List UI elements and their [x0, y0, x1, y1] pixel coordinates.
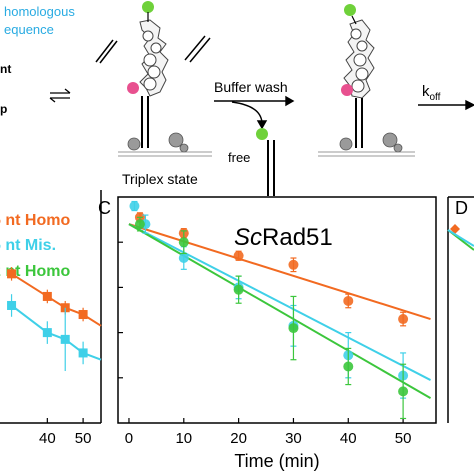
- surface-brush-icon: [118, 151, 212, 157]
- left-data-point-1: [7, 269, 17, 279]
- koff-label: koff: [422, 83, 441, 103]
- x-tick-label: 40: [340, 430, 357, 447]
- panel-d-marker-orange: [450, 224, 460, 234]
- green-fluorophore-icon-2: [344, 4, 356, 16]
- green-linker-2: [351, 15, 357, 25]
- data-point-series-3: [398, 386, 409, 397]
- panel-d: D: [447, 196, 474, 423]
- fit-line-series-3: [128, 223, 432, 400]
- free-fluorophore-icon: [256, 128, 268, 140]
- x-tick-label: 20: [230, 430, 247, 447]
- free-label: free: [228, 150, 250, 165]
- legend-marker-p: p: [0, 102, 7, 116]
- left-data-point-2: [42, 328, 52, 338]
- equilibrium-arrow-icon: [49, 88, 71, 103]
- legend-marker-nt: nt: [0, 62, 11, 76]
- surface-anchor-icon: [127, 132, 189, 153]
- x-tick-label: 0: [125, 430, 133, 447]
- panel-c-marks: [129, 200, 409, 420]
- data-point-series-2: [129, 201, 140, 212]
- left-panel-marks: [7, 267, 102, 372]
- panel-c-xlabel: Time (min): [234, 451, 319, 471]
- legend-sequence-label: equence: [4, 22, 54, 37]
- left-x-tick-label: 50: [75, 430, 92, 447]
- duplex-tether-icon-2: [355, 98, 363, 148]
- x-tick-label: 50: [395, 430, 412, 447]
- panel-d-fit-cyan: [447, 229, 474, 247]
- panel-c-ticks: 0 10 20 30 40 50: [118, 241, 412, 447]
- panel-c-title-italic: Sc: [234, 224, 262, 251]
- schematic: homologous equence nt p: [0, 1, 474, 196]
- nucleoprotein-filament-icon: [139, 19, 169, 97]
- left-data-point-2: [7, 300, 17, 310]
- fit-line-series-1: [128, 223, 431, 320]
- buffer-wash-label: Buffer wash: [214, 79, 288, 95]
- left-panel-ticks: 40 50: [39, 418, 91, 447]
- data-point-series-3: [134, 219, 145, 230]
- x-tick-label: 10: [175, 430, 192, 447]
- data-point-series-1: [233, 250, 244, 261]
- data-point-series-3: [233, 284, 244, 295]
- x-tick-label: 30: [285, 430, 302, 447]
- data-point-series-3: [343, 361, 354, 372]
- left-legend-1: 5 nt Homo: [0, 212, 70, 229]
- left-data-point-2: [78, 348, 88, 358]
- data-point-series-3: [178, 237, 189, 248]
- nucleoprotein-filament-icon-2: [343, 19, 375, 99]
- duplex-tether-icon: [141, 96, 149, 148]
- panel-c-fit-lines: [128, 223, 432, 400]
- panel-d-letter: D: [455, 198, 468, 218]
- green-fluorophore-icon: [142, 1, 154, 13]
- left-data-point-1: [42, 291, 52, 301]
- koff-base: k: [422, 83, 430, 100]
- left-legend-2: 5 nt Mis.: [0, 237, 56, 254]
- fit-line-series-2: [128, 223, 431, 381]
- triplex-state-label: Triplex state: [122, 171, 198, 187]
- pink-fluorophore-icon: [127, 82, 139, 94]
- left-panel-axes: [0, 190, 102, 424]
- surface-anchor-icon-2: [339, 132, 403, 153]
- legend-homologous-label: homologous: [4, 4, 75, 19]
- surface-brush-icon-2: [318, 151, 415, 157]
- koff-arrow-icon: [418, 99, 474, 111]
- free-duplex-icon: [267, 140, 275, 196]
- left-legend-3: 2 nt Homo: [0, 263, 70, 280]
- panel-c: C ScRad51 0 10 20 30 40 50 Time (min): [98, 196, 437, 471]
- koff-subscript: off: [430, 92, 441, 103]
- left-x-tick-label: 40: [39, 430, 56, 447]
- panel-c-letter: C: [98, 198, 111, 218]
- data-point-series-1: [398, 314, 409, 325]
- ssdna-fragment-icon: [95, 35, 211, 64]
- data-point-series-1: [343, 295, 354, 306]
- panel-c-frame: [117, 196, 437, 424]
- left-data-point-2: [60, 334, 70, 344]
- data-point-series-1: [288, 259, 299, 270]
- pink-fluorophore-icon-2: [341, 84, 353, 96]
- panel-left: 40 50 5 nt Homo 5 nt Mis. 2 nt Homo: [0, 190, 102, 447]
- data-point-series-2: [178, 253, 189, 264]
- left-data-point-1: [78, 310, 88, 320]
- data-point-series-3: [288, 323, 299, 334]
- panel-c-title: ScRad51: [234, 224, 333, 251]
- panel-c-title-rest: Rad51: [262, 224, 333, 251]
- wash-arrow-icon: [214, 95, 295, 130]
